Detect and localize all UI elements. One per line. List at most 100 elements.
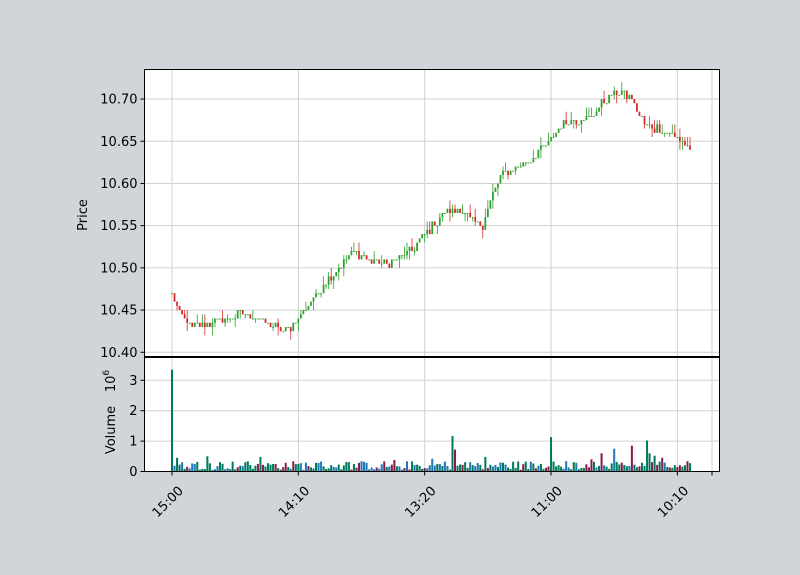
volume-bar [668, 467, 671, 472]
candle-body [464, 213, 466, 214]
candle-body [297, 318, 300, 323]
candle-body [315, 293, 317, 298]
volume-bar [456, 465, 459, 472]
candle-body [393, 259, 396, 261]
candle-body [653, 128, 656, 133]
volume-exponent-base: 10 [104, 376, 119, 393]
volume-bar [471, 465, 474, 472]
candle-body [178, 305, 181, 311]
volume-bar [405, 461, 409, 472]
volume-bar [350, 469, 353, 472]
volume-bar [499, 462, 502, 472]
volume-bar [261, 464, 264, 472]
candle-body [484, 217, 487, 230]
price-tick-label: 10.65 [100, 135, 137, 150]
candle-body [585, 115, 588, 121]
volume-bar [431, 458, 434, 472]
candle-body [676, 137, 679, 139]
volume-bar [441, 465, 444, 472]
volume-bar [375, 467, 378, 472]
volume-bar [587, 467, 590, 472]
candle-body [527, 162, 530, 164]
volume-bar [489, 464, 492, 472]
candle-body [582, 120, 585, 122]
price-tick-label: 10.40 [100, 346, 137, 361]
volume-bar [504, 464, 507, 472]
candle-body [267, 322, 269, 324]
candle-body [431, 221, 434, 235]
candle-body [668, 132, 671, 134]
volume-bar [345, 461, 348, 472]
volume-bar [226, 468, 229, 472]
candle-body [320, 293, 322, 295]
volume-bar [383, 461, 386, 472]
x-tick-label: 14:10 [276, 484, 313, 521]
volume-bar [625, 466, 628, 472]
volume-bar [335, 467, 338, 472]
candle-body [337, 267, 340, 273]
candle-body [605, 103, 608, 105]
candle-body [327, 276, 330, 285]
candle-body [593, 115, 595, 117]
x-tick-label: 10:10 [655, 484, 692, 521]
volume-bar [476, 463, 479, 472]
candle-body [317, 293, 320, 295]
candle-body [390, 259, 393, 268]
candle-body [575, 120, 578, 125]
volume-bar [373, 469, 376, 472]
candle-body [560, 128, 563, 130]
volume-bar [484, 456, 487, 472]
volume-bar [479, 464, 482, 472]
volume-bar [264, 466, 267, 472]
candle-body [633, 99, 636, 104]
candle-body [456, 208, 459, 213]
volume-bar [502, 462, 505, 472]
candle-body [254, 318, 257, 320]
volume-bar [539, 463, 542, 472]
price-y-ticks: 10.40 10.45 10.50 10.55 10.60 10.65 10.70 [100, 93, 145, 361]
volume-bar [249, 464, 252, 472]
volume-bar [481, 469, 484, 472]
candle-body [454, 208, 456, 213]
volume-bar [598, 465, 601, 472]
volume-bar [244, 462, 247, 472]
volume-bar [562, 468, 565, 472]
candle-body [499, 175, 502, 184]
volume-bar [320, 461, 323, 472]
candle-body [540, 145, 542, 150]
volume-bar [357, 462, 360, 472]
candle-body [221, 318, 224, 323]
price-tick-label: 10.55 [100, 219, 137, 234]
volume-bar [272, 464, 275, 472]
volume-bar [560, 466, 563, 472]
candle-body [279, 326, 282, 332]
volume-bar [277, 468, 280, 472]
x-tick-label: 11:00 [529, 484, 566, 521]
volume-bar [330, 465, 333, 472]
volume-bar [297, 463, 300, 472]
candle-body [340, 267, 343, 269]
volume-bar [486, 468, 489, 472]
volume-bar [239, 465, 242, 472]
candle-body [673, 132, 676, 138]
volume-bar [658, 461, 661, 472]
x-axis-ticks: 15:00 14:10 13:20 11:00 10:10 [150, 471, 713, 521]
volume-bar [572, 462, 575, 472]
volume-bar [590, 459, 593, 472]
candle-body [529, 162, 532, 164]
candle-body [358, 250, 360, 260]
volume-bar [418, 465, 421, 472]
volume-bar [474, 466, 477, 472]
volume-bar [198, 469, 201, 472]
volume-tick-label: 0 [129, 465, 137, 480]
volume-bar [509, 468, 512, 472]
volume-bar [221, 463, 224, 472]
volume-bar [294, 464, 297, 472]
volume-panel: 0 1 2 3 Volume 106 [102, 357, 720, 480]
x-tick-label: 15:00 [150, 484, 187, 521]
volume-bar [585, 464, 588, 472]
candle-body [643, 115, 646, 125]
candle-body [656, 124, 659, 133]
candle-body [638, 111, 641, 116]
volume-bar [681, 466, 684, 472]
